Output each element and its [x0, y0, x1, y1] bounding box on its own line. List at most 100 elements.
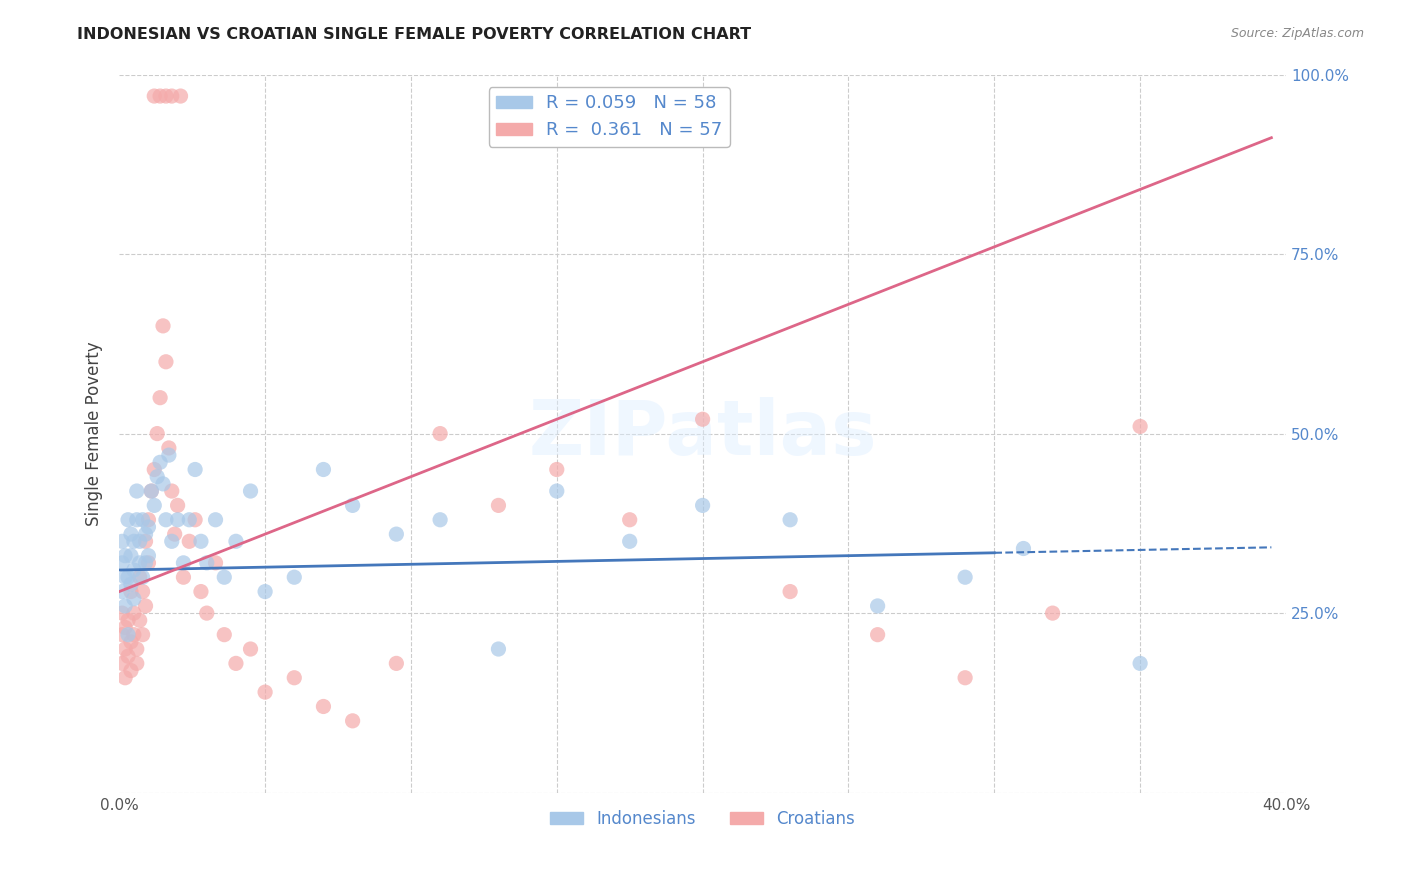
Point [125, 657, 148, 671]
Point [619, 534, 641, 549]
Point [179, 534, 201, 549]
Point [149, 89, 172, 103]
Point [692, 499, 714, 513]
Point [128, 556, 150, 570]
Point [157, 441, 180, 455]
Point [866, 599, 889, 613]
Point [385, 527, 408, 541]
Point [157, 448, 180, 462]
Point [169, 89, 191, 103]
Point [195, 606, 218, 620]
Point [254, 685, 277, 699]
Point [155, 89, 177, 103]
Point [163, 527, 186, 541]
Point [111, 556, 134, 570]
Point [114, 671, 136, 685]
Point [385, 657, 408, 671]
Point [114, 599, 136, 613]
Point [204, 513, 226, 527]
Point [152, 318, 174, 333]
Point [111, 534, 134, 549]
Point [312, 462, 335, 476]
Text: INDONESIAN VS CROATIAN SINGLE FEMALE POVERTY CORRELATION CHART: INDONESIAN VS CROATIAN SINGLE FEMALE POV… [77, 27, 751, 42]
Point [125, 513, 148, 527]
Point [135, 599, 157, 613]
Point [1042, 606, 1064, 620]
Point [120, 577, 142, 591]
Point [114, 620, 136, 634]
Point [546, 462, 568, 476]
Point [111, 606, 134, 620]
Point [155, 513, 177, 527]
Point [166, 499, 188, 513]
Point [141, 483, 163, 498]
Point [122, 606, 145, 620]
Point [128, 613, 150, 627]
Point [149, 391, 172, 405]
Point [866, 628, 889, 642]
Point [125, 483, 148, 498]
Point [138, 513, 160, 527]
Point [120, 664, 142, 678]
Point [172, 570, 194, 584]
Text: ZIPatlas: ZIPatlas [529, 397, 877, 471]
Point [114, 549, 136, 563]
Point [117, 613, 139, 627]
Point [117, 570, 139, 584]
Point [135, 534, 157, 549]
Point [779, 584, 801, 599]
Point [312, 699, 335, 714]
Point [149, 455, 172, 469]
Y-axis label: Single Female Poverty: Single Female Poverty [86, 342, 103, 526]
Point [779, 513, 801, 527]
Point [155, 355, 177, 369]
Point [283, 671, 305, 685]
Point [138, 549, 160, 563]
Point [429, 426, 451, 441]
Point [143, 462, 166, 476]
Point [131, 584, 153, 599]
Point [179, 513, 201, 527]
Point [172, 556, 194, 570]
Point [122, 591, 145, 606]
Point [114, 642, 136, 657]
Point [204, 556, 226, 570]
Point [342, 499, 364, 513]
Point [125, 642, 148, 657]
Point [225, 657, 247, 671]
Point [190, 584, 212, 599]
Point [953, 671, 976, 685]
Point [166, 513, 188, 527]
Point [1129, 657, 1152, 671]
Point [114, 570, 136, 584]
Point [239, 642, 262, 657]
Point [117, 649, 139, 664]
Point [225, 534, 247, 549]
Point [138, 556, 160, 570]
Point [953, 570, 976, 584]
Point [429, 513, 451, 527]
Point [342, 714, 364, 728]
Point [160, 483, 183, 498]
Point [117, 513, 139, 527]
Text: Source: ZipAtlas.com: Source: ZipAtlas.com [1230, 27, 1364, 40]
Point [120, 549, 142, 563]
Point [214, 628, 236, 642]
Point [239, 483, 262, 498]
Point [122, 628, 145, 642]
Point [131, 628, 153, 642]
Point [160, 89, 183, 103]
Point [195, 556, 218, 570]
Point [1012, 541, 1035, 556]
Point [111, 628, 134, 642]
Point [184, 462, 207, 476]
Point [619, 513, 641, 527]
Point [146, 426, 169, 441]
Point [111, 584, 134, 599]
Point [120, 584, 142, 599]
Point [546, 483, 568, 498]
Point [254, 584, 277, 599]
Point [143, 499, 166, 513]
Point [131, 513, 153, 527]
Point [135, 527, 157, 541]
